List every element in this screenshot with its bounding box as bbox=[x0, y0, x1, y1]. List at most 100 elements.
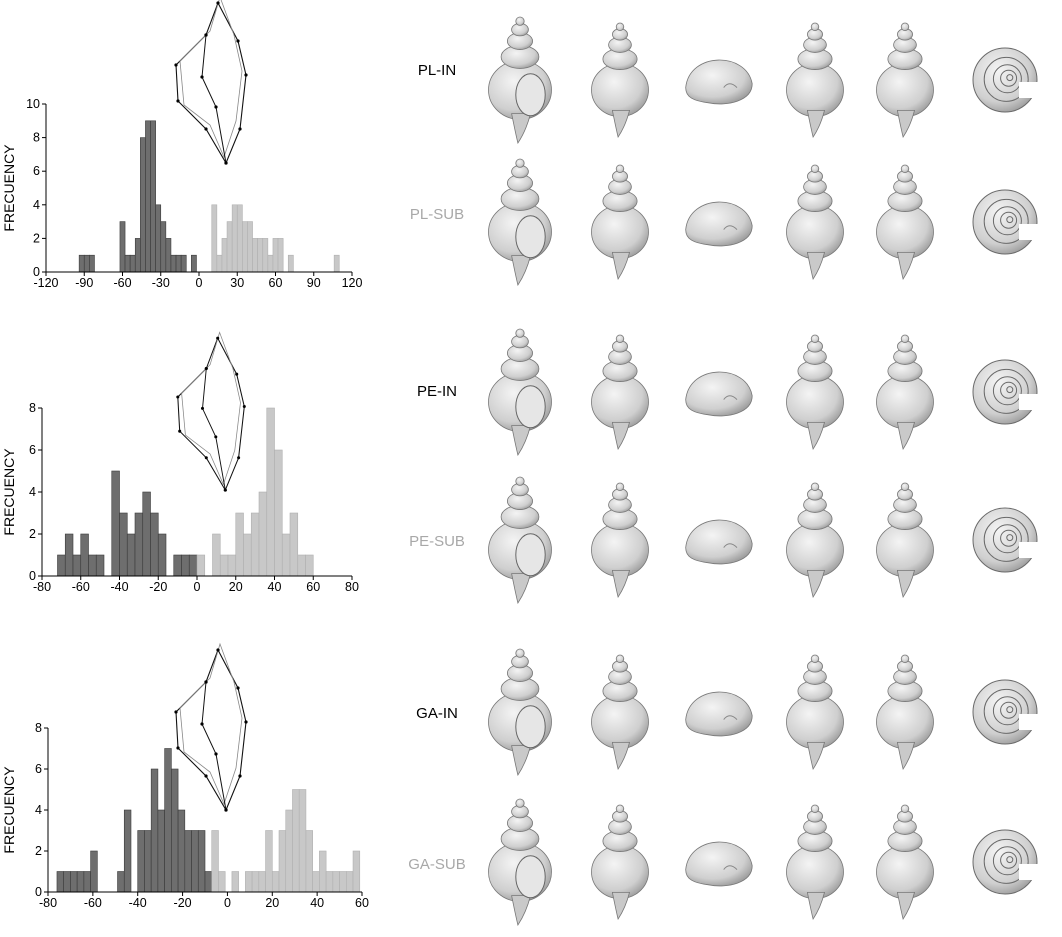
histogram-panel-pl: FRECUENCY -120 -90 -60 -30 0 30 60 90 120 0 2 4 6 8 10 bbox=[0, 0, 380, 300]
y-tick-label: 2 bbox=[29, 527, 36, 541]
histogram-bar-pe-in bbox=[181, 554, 190, 577]
landmark-point bbox=[200, 722, 204, 726]
histogram-bar-pe-sub bbox=[227, 554, 237, 577]
histogram-bar-ga-sub bbox=[265, 830, 273, 893]
histogram-bar-ga-in bbox=[164, 748, 172, 893]
x-tick-label: 60 bbox=[355, 896, 369, 910]
histogram-bar-ga-sub bbox=[339, 871, 347, 893]
x-tick-label: -40 bbox=[110, 580, 128, 594]
lateral-view-icon bbox=[591, 22, 649, 138]
abapertural-view-icon bbox=[786, 654, 844, 770]
apical-oblique-view-icon bbox=[685, 59, 753, 105]
x-tick-label: -60 bbox=[84, 896, 102, 910]
histogram-bar-pl-in bbox=[160, 221, 167, 273]
histogram-bar-pl-sub bbox=[226, 221, 233, 273]
histogram-bar-ga-in bbox=[150, 768, 159, 893]
y-tick-label: 0 bbox=[35, 885, 42, 899]
histogram-bar-pe-in bbox=[150, 512, 159, 577]
x-tick-label: -120 bbox=[33, 276, 58, 290]
landmark-point bbox=[236, 686, 240, 690]
histogram-bar-ga-in bbox=[56, 871, 64, 893]
y-tick-label: 2 bbox=[33, 231, 40, 245]
landmark-point bbox=[204, 366, 208, 371]
y-axis-label: FRECUENCY bbox=[1, 144, 17, 232]
x-tick-label: 120 bbox=[342, 276, 363, 290]
histogram-bar-ga-sub bbox=[319, 850, 327, 893]
histogram-bar-ga-sub bbox=[211, 830, 219, 893]
apical-oblique-view-icon bbox=[685, 201, 753, 247]
histogram-bar-pe-sub bbox=[289, 512, 299, 577]
histogram-bar-pl-sub bbox=[267, 254, 274, 273]
landmark-point bbox=[176, 395, 180, 399]
landmark-shape-inset bbox=[176, 331, 246, 492]
x-tick-label: 20 bbox=[265, 896, 279, 910]
y-tick-label: 8 bbox=[29, 401, 36, 415]
landmark-point bbox=[224, 161, 228, 165]
y-tick-label: 4 bbox=[33, 198, 40, 212]
histogram-bar-pl-sub bbox=[272, 238, 279, 273]
abapertural-view-icon bbox=[786, 804, 844, 920]
y-tick-label: 6 bbox=[35, 762, 42, 776]
histogram-bar-ga-sub bbox=[231, 871, 239, 893]
lateral-view-icon bbox=[591, 482, 649, 598]
histogram-pe: FRECUENCY -80 -60 -40 -20 0 20 40 60 80 0 2 4 6 8 bbox=[1, 331, 359, 594]
landmark-inner-line bbox=[201, 681, 227, 811]
y-tick-label: 4 bbox=[29, 485, 36, 499]
histogram-bar-ga-sub bbox=[332, 871, 340, 893]
x-tick-label: -90 bbox=[75, 276, 93, 290]
x-tick-label: -80 bbox=[33, 580, 51, 594]
landmark-point bbox=[216, 1, 220, 5]
lateral-view-icon bbox=[591, 334, 649, 450]
x-tick-label: -60 bbox=[72, 580, 90, 594]
side-profile-view-icon bbox=[876, 334, 934, 450]
histogram-bar-ga-sub bbox=[218, 871, 226, 893]
histogram-bar-pl-in bbox=[155, 204, 162, 273]
histogram-bar-ga-in bbox=[171, 768, 179, 893]
histogram-bar-ga-sub bbox=[258, 871, 266, 893]
histogram-panel-pe: FRECUENCY -80 -60 -40 -20 0 20 40 60 80 0 2 4 6 8 bbox=[0, 320, 380, 610]
landmark-point bbox=[204, 774, 208, 778]
histogram-bar-pe-in bbox=[173, 554, 182, 577]
landmark-point bbox=[178, 429, 182, 433]
landmark-inner-line bbox=[201, 34, 227, 164]
y-tick-label: 8 bbox=[33, 131, 40, 145]
x-tick-label: 0 bbox=[224, 896, 231, 910]
histogram-bar-ga-in bbox=[117, 871, 125, 893]
histogram-bar-pe-sub bbox=[305, 554, 314, 577]
histogram-bar-pe-sub bbox=[274, 449, 283, 577]
landmark-point bbox=[174, 63, 178, 67]
landmark-point bbox=[204, 127, 208, 131]
histogram-bar-pl-sub bbox=[287, 254, 294, 273]
histogram-bar-pl-in bbox=[145, 120, 151, 273]
histogram-bar-ga-in bbox=[137, 830, 145, 893]
apex-top-view-icon bbox=[972, 47, 1039, 113]
side-profile-view-icon bbox=[876, 804, 934, 920]
histogram-bar-pe-sub bbox=[266, 407, 275, 577]
histogram-bar-pe-in bbox=[126, 533, 136, 577]
apex-top-view-icon bbox=[972, 829, 1039, 895]
histogram-bar-pe-in bbox=[188, 554, 198, 577]
histogram-bar-ga-sub bbox=[312, 871, 320, 893]
row-label-pl-in: PL-IN bbox=[417, 62, 457, 79]
histogram-bar-pe-in bbox=[80, 533, 89, 577]
landmark-point bbox=[237, 456, 241, 460]
histogram-bar-ga-in bbox=[204, 871, 213, 893]
histogram-bar-ga-sub bbox=[278, 830, 287, 893]
landmark-point bbox=[235, 372, 239, 376]
apex-top-view-icon bbox=[972, 679, 1039, 745]
histogram-bar-pl-in bbox=[180, 254, 187, 273]
side-profile-view-icon bbox=[876, 22, 934, 138]
y-tick-label: 2 bbox=[35, 844, 42, 858]
y-tick-label: 0 bbox=[33, 265, 40, 279]
histogram-bar-pe-in bbox=[95, 554, 105, 577]
histogram-bar-pe-in bbox=[64, 533, 74, 577]
x-tick-label: 0 bbox=[194, 580, 201, 594]
lateral-view-icon bbox=[591, 804, 649, 920]
histogram-bar-pl-in bbox=[191, 254, 197, 273]
x-tick-label: 80 bbox=[345, 580, 359, 594]
histogram-bar-pe-sub bbox=[235, 512, 244, 577]
y-tick-label: 6 bbox=[33, 164, 40, 178]
histogram-bar-pe-in bbox=[88, 554, 97, 577]
row-label-pe-sub: PE-SUB bbox=[409, 533, 465, 550]
histogram-bar-ga-in bbox=[90, 850, 98, 893]
